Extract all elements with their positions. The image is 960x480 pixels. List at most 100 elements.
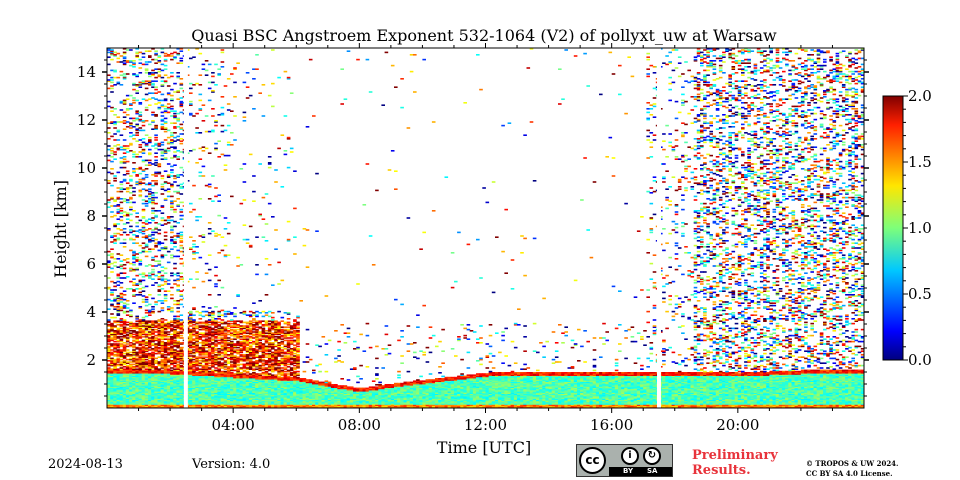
heatmap-cell — [255, 386, 259, 388]
heatmap-cell — [166, 405, 171, 408]
heatmap-cell — [233, 343, 237, 345]
heatmap-cell — [160, 378, 165, 380]
heatmap-cell — [267, 405, 272, 408]
heatmap-cell — [138, 402, 143, 404]
heatmap-cell — [163, 297, 168, 300]
heatmap-cell — [248, 380, 253, 382]
heatmap-cell — [154, 360, 158, 362]
heatmap-cell — [189, 330, 193, 332]
heatmap-cell — [220, 398, 225, 400]
heatmap-cell — [170, 390, 174, 392]
heatmap-cell — [220, 393, 225, 396]
heatmap-cell — [217, 373, 221, 375]
heatmap-cell — [189, 112, 193, 115]
heatmap-cell — [154, 325, 158, 327]
heatmap-cell — [170, 396, 174, 398]
heatmap-cell — [214, 121, 218, 123]
heatmap-cell — [122, 238, 127, 241]
heatmap-cell — [154, 344, 158, 346]
heatmap-cell — [198, 393, 203, 396]
heatmap-cell — [223, 399, 228, 402]
heatmap-cell — [277, 384, 281, 386]
heatmap-cell — [166, 325, 171, 327]
heatmap-cell — [236, 372, 240, 374]
heatmap-cell — [151, 338, 155, 340]
heatmap-cell — [271, 382, 275, 385]
heatmap-cell — [173, 315, 177, 318]
heatmap-cell — [157, 394, 162, 397]
heatmap-cell — [217, 334, 221, 337]
heatmap-cell — [151, 357, 155, 360]
heatmap-cell — [248, 399, 253, 402]
heatmap-cell — [261, 384, 266, 386]
heatmap-cell — [239, 168, 244, 170]
heatmap-cell — [274, 344, 278, 346]
heatmap-cell — [179, 332, 184, 334]
heatmap-cell — [198, 400, 203, 403]
heatmap-cell — [192, 369, 196, 372]
heatmap-cell — [198, 356, 203, 358]
heatmap-cell — [173, 349, 177, 351]
heatmap-cell — [242, 325, 247, 327]
heatmap-cell — [214, 355, 218, 357]
heatmap-cell — [189, 387, 193, 390]
heatmap-cell — [110, 351, 114, 354]
heatmap-cell — [252, 361, 256, 363]
heatmap-cell — [252, 350, 256, 352]
heatmap-cell — [264, 380, 269, 382]
heatmap-cell — [195, 132, 199, 134]
heatmap-cell — [173, 343, 177, 345]
heatmap-cell — [239, 202, 244, 205]
heatmap-cell — [236, 336, 240, 338]
heatmap-cell — [163, 362, 168, 364]
heatmap-cell — [274, 325, 278, 327]
heatmap-cell — [261, 396, 266, 398]
heatmap-cell — [138, 103, 143, 105]
heatmap-cell — [207, 324, 212, 326]
heatmap-cell — [166, 250, 171, 253]
heatmap-cell — [189, 374, 193, 376]
heatmap-cell — [160, 333, 165, 336]
heatmap-cell — [173, 369, 177, 372]
heatmap-cell — [252, 364, 256, 367]
heatmap-cell — [110, 343, 114, 345]
heatmap-cell — [267, 385, 272, 387]
heatmap-cell — [163, 398, 168, 400]
heatmap-cell — [110, 79, 114, 81]
heatmap-cell — [144, 205, 149, 207]
heatmap-cell — [211, 316, 215, 319]
heatmap-cell — [189, 342, 193, 344]
heatmap-cell — [157, 405, 162, 408]
heatmap-cell — [154, 339, 158, 342]
heatmap-cell — [170, 169, 174, 171]
heatmap-cell — [135, 351, 139, 354]
heatmap-cell — [119, 363, 124, 366]
heatmap-cell — [192, 368, 196, 370]
heatmap-cell — [113, 240, 117, 242]
heatmap-cell — [271, 380, 275, 382]
heatmap-cell — [242, 393, 247, 396]
heatmap-cell — [116, 386, 121, 388]
heatmap-cell — [135, 393, 139, 396]
chart-title: Quasi BSC Angstroem Exponent 532-1064 (V… — [191, 26, 777, 45]
heatmap-cell — [248, 381, 253, 384]
heatmap-cell — [274, 362, 278, 364]
heatmap-cell — [258, 355, 262, 357]
heatmap-cell — [135, 99, 139, 102]
heatmap-cell — [245, 392, 250, 394]
heatmap-cell — [173, 368, 177, 370]
heatmap-cell — [107, 308, 111, 310]
heatmap-cell — [148, 104, 152, 106]
heatmap-cell — [154, 126, 158, 128]
heatmap-cell — [125, 339, 130, 342]
heatmap-cell — [201, 397, 206, 399]
heatmap-cell — [144, 274, 149, 277]
heatmap-cell — [189, 332, 193, 334]
heatmap-cell — [271, 402, 275, 404]
heatmap-cell — [113, 180, 117, 182]
heatmap-cell — [110, 345, 114, 348]
heatmap-cell — [148, 396, 152, 398]
heatmap-cell — [138, 337, 143, 339]
heatmap-cell — [217, 376, 221, 379]
heatmap-cell — [132, 331, 136, 333]
